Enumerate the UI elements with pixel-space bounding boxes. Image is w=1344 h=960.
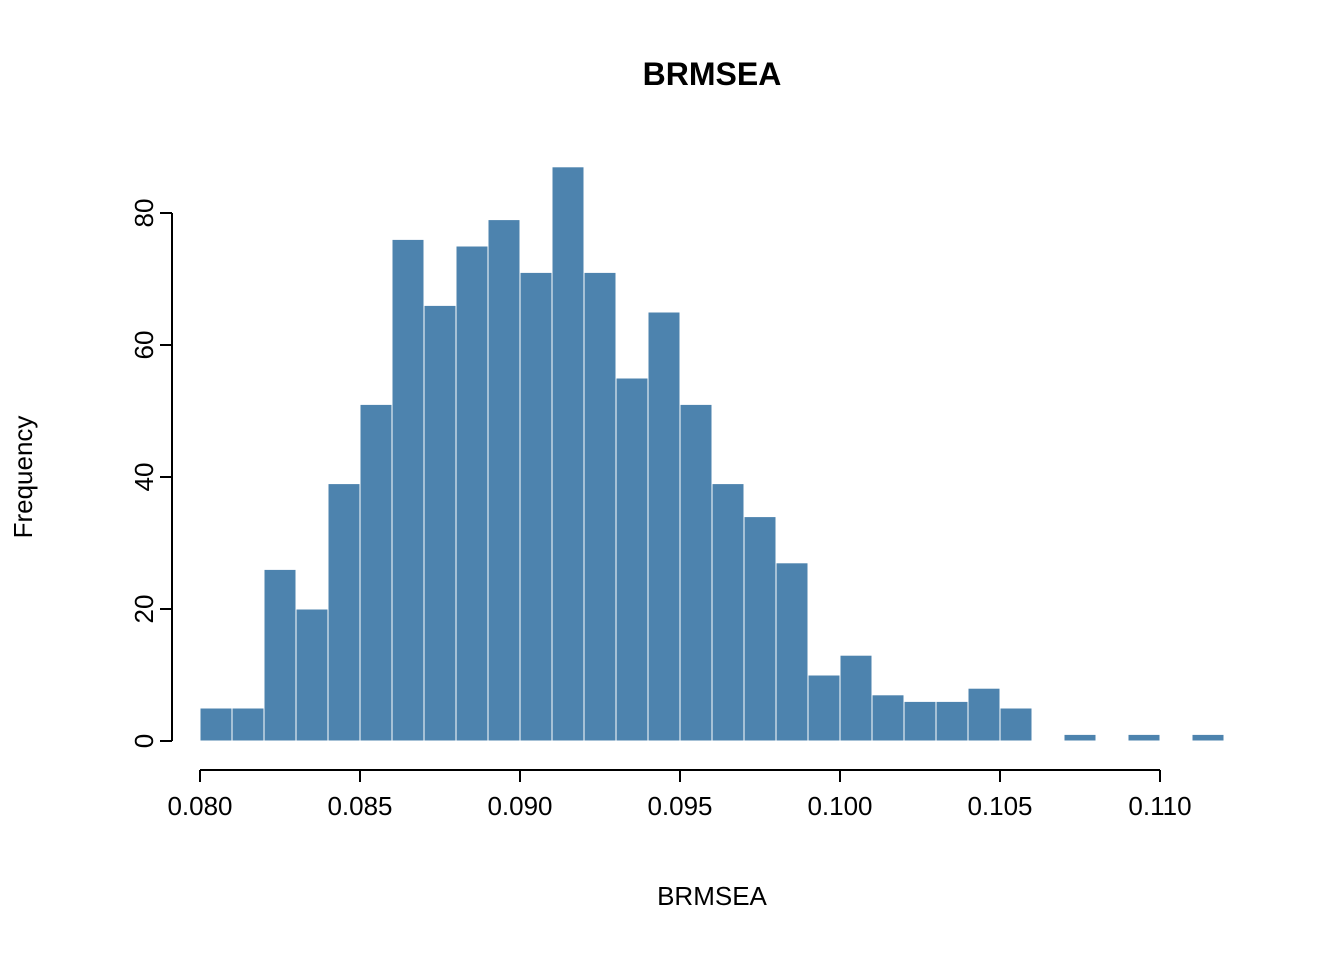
x-tick-label: 0.080: [167, 791, 232, 821]
histogram-bar: [615, 377, 649, 742]
histogram-bar: [1191, 733, 1225, 742]
y-tick-label: 20: [129, 595, 159, 624]
histogram-bar: [423, 304, 457, 742]
x-tick-label: 0.090: [487, 791, 552, 821]
y-tick-label: 40: [129, 463, 159, 492]
histogram-bar: [999, 707, 1033, 742]
histogram-bar: [295, 608, 329, 742]
bars-group: [199, 166, 1225, 742]
histogram-bar: [199, 707, 233, 742]
histogram-bar: [487, 219, 521, 742]
histogram-bar: [1063, 733, 1097, 742]
y-axis-label: Frequency: [8, 416, 38, 539]
axes-group: 0.080 0.085 0.090 0.095 0.100 0.105 0.110 0 20 40…: [129, 199, 1192, 821]
histogram-bar: [903, 700, 937, 742]
histogram-bar: [871, 694, 905, 742]
histogram-bar: [647, 311, 681, 742]
y-tick-label: 0: [129, 734, 159, 748]
y-tick-label: 60: [129, 331, 159, 360]
histogram-bar: [839, 654, 873, 742]
histogram-bar: [231, 707, 265, 742]
histogram-bar: [679, 403, 713, 742]
histogram-bar: [391, 238, 425, 742]
histogram-bar: [807, 674, 841, 742]
histogram-bar: [551, 166, 585, 742]
chart-title: BRMSEA: [643, 56, 782, 92]
x-tick-label: 0.100: [807, 791, 872, 821]
histogram-bar: [711, 483, 745, 742]
histogram-bar: [775, 562, 809, 742]
histogram-bar: [1127, 733, 1161, 742]
histogram-bar: [743, 516, 777, 742]
histogram-bar: [935, 700, 969, 742]
x-tick-label: 0.085: [327, 791, 392, 821]
x-tick-label: 0.110: [1128, 791, 1191, 821]
histogram-bar: [455, 245, 489, 742]
y-tick-label: 80: [129, 199, 159, 228]
x-axis-label: BRMSEA: [657, 881, 767, 911]
x-tick-label: 0.095: [647, 791, 712, 821]
x-tick-label: 0.105: [967, 791, 1032, 821]
histogram-bar: [519, 271, 553, 742]
histogram-bar: [967, 687, 1001, 742]
histogram-bar: [263, 568, 297, 742]
histogram-bar: [583, 271, 617, 742]
histogram-bar: [359, 403, 393, 742]
histogram-bar: [327, 483, 361, 742]
